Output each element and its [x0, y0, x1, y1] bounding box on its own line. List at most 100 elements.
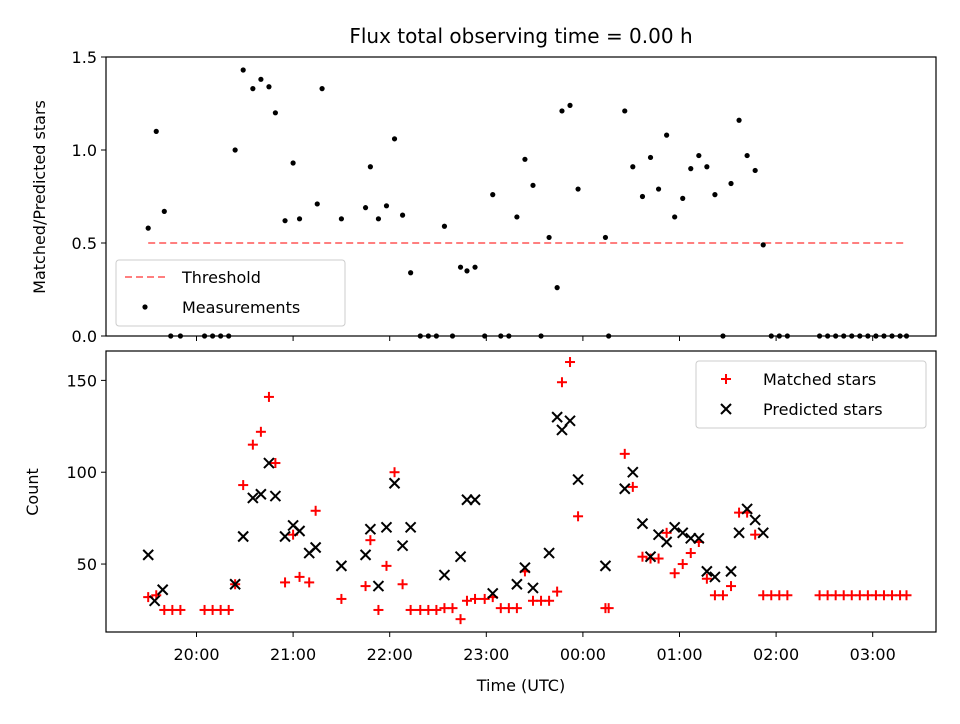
- ratio-y-axis-label: Matched/Predicted stars: [30, 100, 49, 294]
- predicted-star-point: [364, 523, 377, 535]
- measurement-point: [575, 186, 581, 192]
- measurement-point: [825, 333, 831, 339]
- measurement-point: [622, 108, 628, 114]
- matched-star-point: [726, 581, 737, 592]
- measurement-point: [530, 182, 536, 188]
- predicted-star-point: [660, 536, 673, 548]
- measurement-point: [816, 333, 823, 339]
- matched-star-point: [270, 458, 281, 469]
- predicted-star-point: [572, 473, 584, 486]
- x-tick-label: 21:00: [270, 645, 316, 664]
- predicted-star-point: [247, 492, 259, 504]
- x-tick-label: 22:00: [367, 645, 413, 664]
- predicted-star-point: [372, 580, 385, 592]
- matched-star-point: [750, 529, 761, 540]
- measurement-point: [538, 333, 544, 339]
- predicted-star-point: [380, 521, 393, 534]
- matched-star-point: [304, 577, 315, 588]
- measurement-point: [266, 84, 272, 90]
- count-panel: 50 100 150 20:00 21:00 22:00 23:00 00:00 01:00 02…: [23, 350, 937, 695]
- measurement-point: [250, 86, 256, 92]
- predicted-star-point: [668, 521, 681, 534]
- predicted-star-point: [396, 539, 409, 552]
- measurement-point: [240, 67, 246, 73]
- measurement-point: [760, 242, 766, 248]
- measurement-point: [177, 333, 183, 339]
- matched-star-point: [431, 604, 442, 615]
- measurement-point: [362, 205, 369, 211]
- measurement-point: [865, 333, 871, 339]
- predicted-star-point: [701, 565, 713, 578]
- count-y-tick-label: 150: [66, 371, 97, 390]
- predicted-star-point: [263, 457, 275, 469]
- measurement-point: [881, 333, 887, 339]
- predicted-star-point: [279, 530, 291, 543]
- measurement-point: [472, 264, 478, 270]
- measurement-point: [559, 108, 565, 114]
- x-tick-label: 23:00: [463, 645, 509, 664]
- measurement-point: [161, 208, 167, 214]
- predicted-star-point: [237, 530, 249, 543]
- ratio-y-tick-label: 0.5: [72, 234, 97, 253]
- measurement-point: [672, 214, 678, 220]
- legend-measurements-swatch: [142, 304, 148, 310]
- measurement-point: [314, 201, 320, 207]
- measurement-point: [145, 225, 151, 231]
- matched-star-point: [294, 571, 305, 582]
- x-tick-label: 03:00: [850, 645, 896, 664]
- matched-star-point: [397, 579, 408, 590]
- measurement-point: [506, 333, 512, 339]
- measurement-point: [272, 110, 278, 116]
- legend-predicted-swatch: [720, 403, 732, 415]
- measurement-point: [457, 264, 464, 270]
- predicted-star-point: [551, 411, 563, 423]
- measurement-point: [889, 333, 895, 339]
- matched-star-point: [677, 559, 688, 570]
- predicted-star-point: [359, 549, 372, 561]
- matched-star-point: [717, 590, 728, 601]
- predicted-star-point: [757, 527, 769, 539]
- matched-star-point: [479, 593, 490, 604]
- ratio-legend: Threshold Measurements: [115, 259, 346, 327]
- matched-star-point: [447, 603, 458, 614]
- measurement-point: [226, 333, 232, 339]
- x-axis-label: Time (UTC): [476, 676, 565, 695]
- measurement-point: [897, 333, 903, 339]
- matched-stars-points: [143, 357, 912, 625]
- legend-threshold-label: Threshold: [181, 268, 261, 287]
- predicted-star-point: [156, 584, 169, 596]
- measurement-point: [630, 164, 636, 170]
- measurement-point: [752, 167, 758, 174]
- matched-star-point: [247, 439, 258, 450]
- matched-star-point: [565, 357, 576, 368]
- measurement-point: [399, 212, 406, 218]
- predicted-star-point: [599, 560, 612, 572]
- measurement-point: [153, 128, 159, 134]
- matched-star-point: [175, 604, 186, 615]
- measurement-point: [375, 216, 382, 222]
- predicted-star-point: [148, 595, 161, 607]
- predicted-star-point: [564, 415, 576, 427]
- count-y-tick-label: 100: [66, 463, 97, 482]
- measurement-point: [567, 102, 573, 108]
- measurement-point: [417, 333, 423, 339]
- measurement-point: [367, 164, 373, 170]
- predicted-star-point: [677, 527, 689, 539]
- x-tick-label: 00:00: [560, 645, 606, 664]
- measurements-points: [145, 67, 910, 339]
- measurement-point: [490, 192, 496, 198]
- ratio-y-tick-label: 1.0: [72, 141, 97, 160]
- measurement-point: [522, 156, 528, 162]
- x-tick-label: 02:00: [753, 645, 799, 664]
- predicted-star-point: [543, 547, 555, 559]
- chart-title: Flux total observing time = 0.00 h: [349, 24, 692, 48]
- predicted-star-point: [487, 587, 499, 600]
- count-y-tick-label: 50: [77, 555, 97, 574]
- matched-star-point: [280, 577, 291, 588]
- predicted-star-point: [741, 503, 753, 515]
- x-tick-label: 20:00: [173, 645, 219, 664]
- matched-star-point: [470, 593, 481, 604]
- measurement-point: [857, 333, 863, 339]
- ratio-y-tick-label: 1.5: [72, 48, 97, 67]
- matched-star-point: [263, 391, 274, 402]
